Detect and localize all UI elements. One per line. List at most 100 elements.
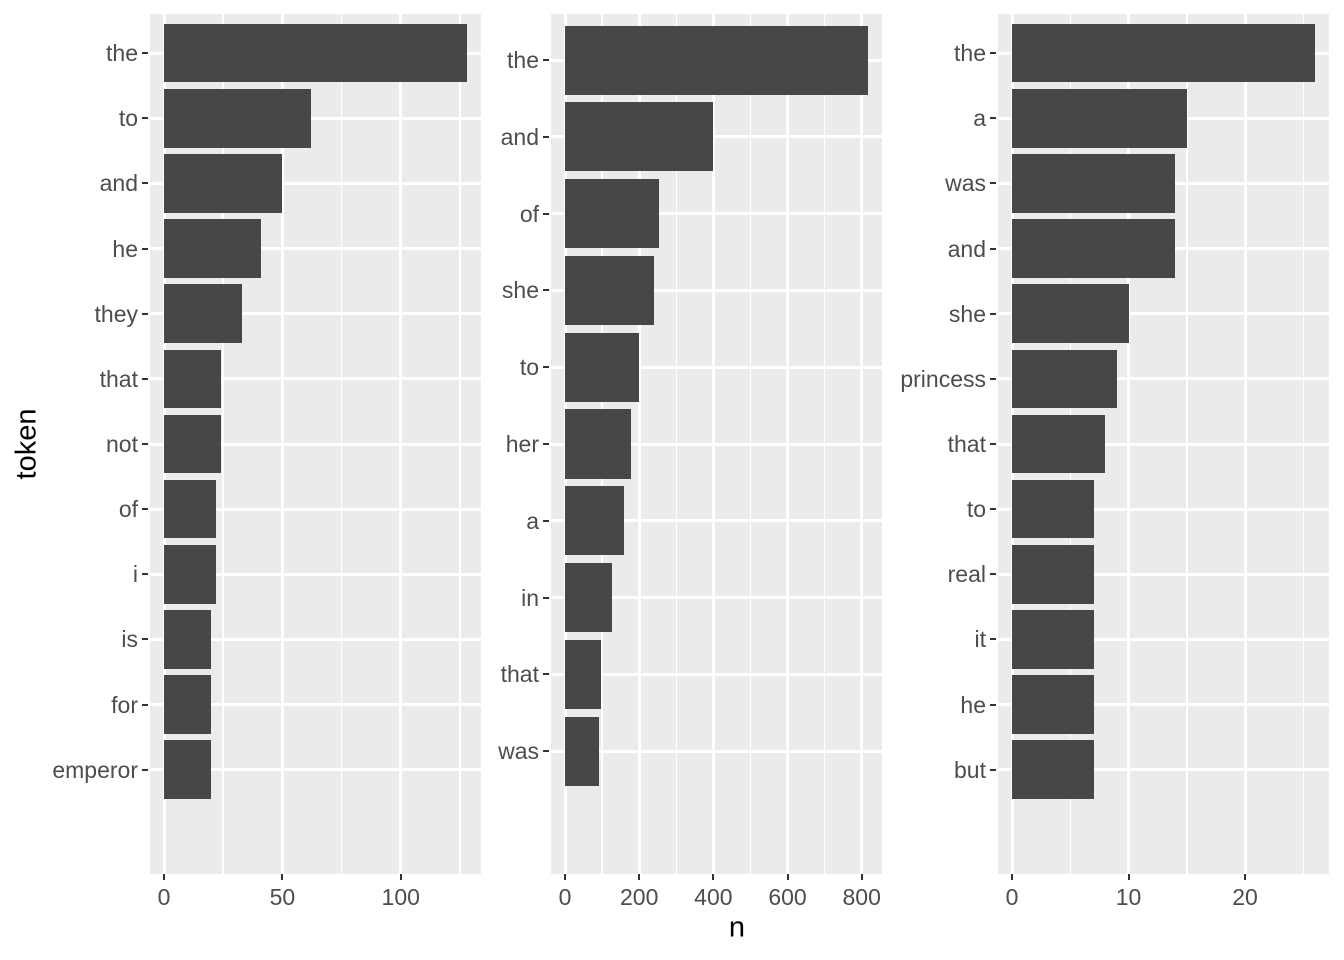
category-gridline (551, 442, 882, 446)
bar-is (164, 610, 212, 669)
x-tick-mark (860, 874, 863, 880)
x-tick-label-600: 600 (768, 884, 807, 910)
bar-she (565, 255, 654, 325)
category-gridline (998, 377, 1329, 381)
facet-panel-2 (551, 14, 882, 874)
facet-panel-3 (998, 14, 1329, 874)
bar-a (1012, 88, 1187, 148)
category-gridline (150, 703, 481, 707)
y-tick-label-he: he (112, 235, 138, 262)
x-tick-mark (1011, 874, 1013, 880)
bar-i (164, 544, 217, 604)
bar-that (1012, 414, 1106, 474)
x-tick-mark (281, 874, 284, 880)
y-tick-mark (142, 443, 148, 445)
x-tick-label-10: 10 (1115, 884, 1142, 910)
x-tick-label-0: 0 (558, 884, 572, 910)
y-tick-mark (990, 52, 996, 55)
category-gridline (551, 672, 882, 676)
x-tick-label-200: 200 (619, 884, 659, 910)
y-tick-label-and: and (99, 170, 138, 197)
y-tick-label-to: to (966, 496, 986, 523)
facet-panel-1 (150, 14, 481, 874)
y-tick-mark (990, 768, 996, 771)
y-tick-mark (543, 212, 549, 215)
x-tick-mark (564, 874, 566, 880)
y-tick-mark (990, 377, 996, 380)
bar-it (1012, 610, 1094, 669)
bar-of (164, 479, 217, 539)
y-tick-label-the: the (507, 47, 539, 74)
y-tick-mark (142, 638, 148, 641)
category-gridline (551, 135, 882, 139)
x-tick-mark (163, 874, 165, 880)
bar-she (1012, 284, 1129, 343)
y-tick-mark (543, 366, 549, 369)
y-tick-label-she: she (501, 277, 539, 304)
category-gridline (551, 288, 882, 292)
y-tick-mark (990, 703, 996, 706)
y-tick-label-and: and (947, 235, 986, 262)
y-tick-mark (990, 443, 996, 445)
bar-the (1012, 23, 1315, 83)
category-gridline (998, 572, 1329, 576)
y-tick-mark (990, 182, 996, 185)
bar-to (1012, 479, 1094, 539)
y-tick-mark (543, 289, 549, 292)
bar-they (164, 284, 243, 343)
y-tick-label-was: was (945, 170, 986, 197)
category-gridline (150, 181, 481, 185)
category-gridline (998, 442, 1329, 446)
y-tick-mark (142, 312, 148, 315)
y-tick-mark (543, 750, 549, 753)
category-gridline (551, 212, 882, 216)
x-tick-label-800: 800 (842, 884, 881, 910)
y-tick-label-i: i (132, 561, 138, 588)
category-gridline (150, 312, 481, 316)
y-tick-mark (142, 377, 148, 380)
y-tick-label-not: not (106, 431, 138, 457)
bar-he (164, 219, 262, 278)
y-tick-label-is: is (121, 626, 138, 653)
y-tick-label-was: was (498, 738, 539, 765)
bar-that (565, 639, 602, 709)
y-tick-label-she: she (948, 300, 986, 327)
y-tick-label-he: he (960, 691, 986, 718)
bar-real (1012, 544, 1094, 604)
y-tick-label-in: in (521, 584, 539, 611)
y-tick-mark (990, 638, 996, 641)
y-tick-mark (142, 247, 148, 250)
bar-was (1012, 154, 1176, 213)
y-tick-mark (990, 508, 996, 511)
category-gridline (998, 312, 1329, 316)
y-tick-label-that: that (500, 661, 539, 688)
bar-her (565, 409, 632, 479)
y-tick-mark (142, 573, 148, 576)
category-gridline (150, 768, 481, 772)
bar-to (565, 332, 640, 402)
category-gridline (150, 572, 481, 576)
category-gridline (998, 768, 1329, 772)
y-tick-mark (142, 182, 148, 185)
y-tick-label-they: they (94, 300, 138, 327)
y-tick-label-that: that (947, 431, 986, 457)
y-tick-mark (990, 117, 996, 120)
bar-for (164, 675, 212, 734)
bar-and (164, 154, 283, 213)
y-tick-mark (990, 312, 996, 315)
y-tick-label-real: real (947, 561, 986, 588)
y-tick-label-to: to (118, 105, 138, 132)
x-tick-label-50: 50 (269, 884, 296, 910)
y-tick-label-it: it (974, 626, 987, 653)
x-tick-label-400: 400 (694, 884, 733, 910)
y-tick-mark (543, 59, 549, 62)
y-tick-mark (990, 247, 996, 250)
y-tick-label-and: and (500, 123, 539, 150)
y-tick-label-that: that (99, 365, 138, 392)
bar-of (565, 179, 659, 249)
y-tick-mark (142, 768, 148, 771)
x-tick-label-20: 20 (1232, 884, 1258, 910)
x-tick-mark (786, 874, 789, 880)
y-tick-label-for: for (111, 691, 138, 718)
y-tick-label-princess: princess (900, 365, 986, 392)
